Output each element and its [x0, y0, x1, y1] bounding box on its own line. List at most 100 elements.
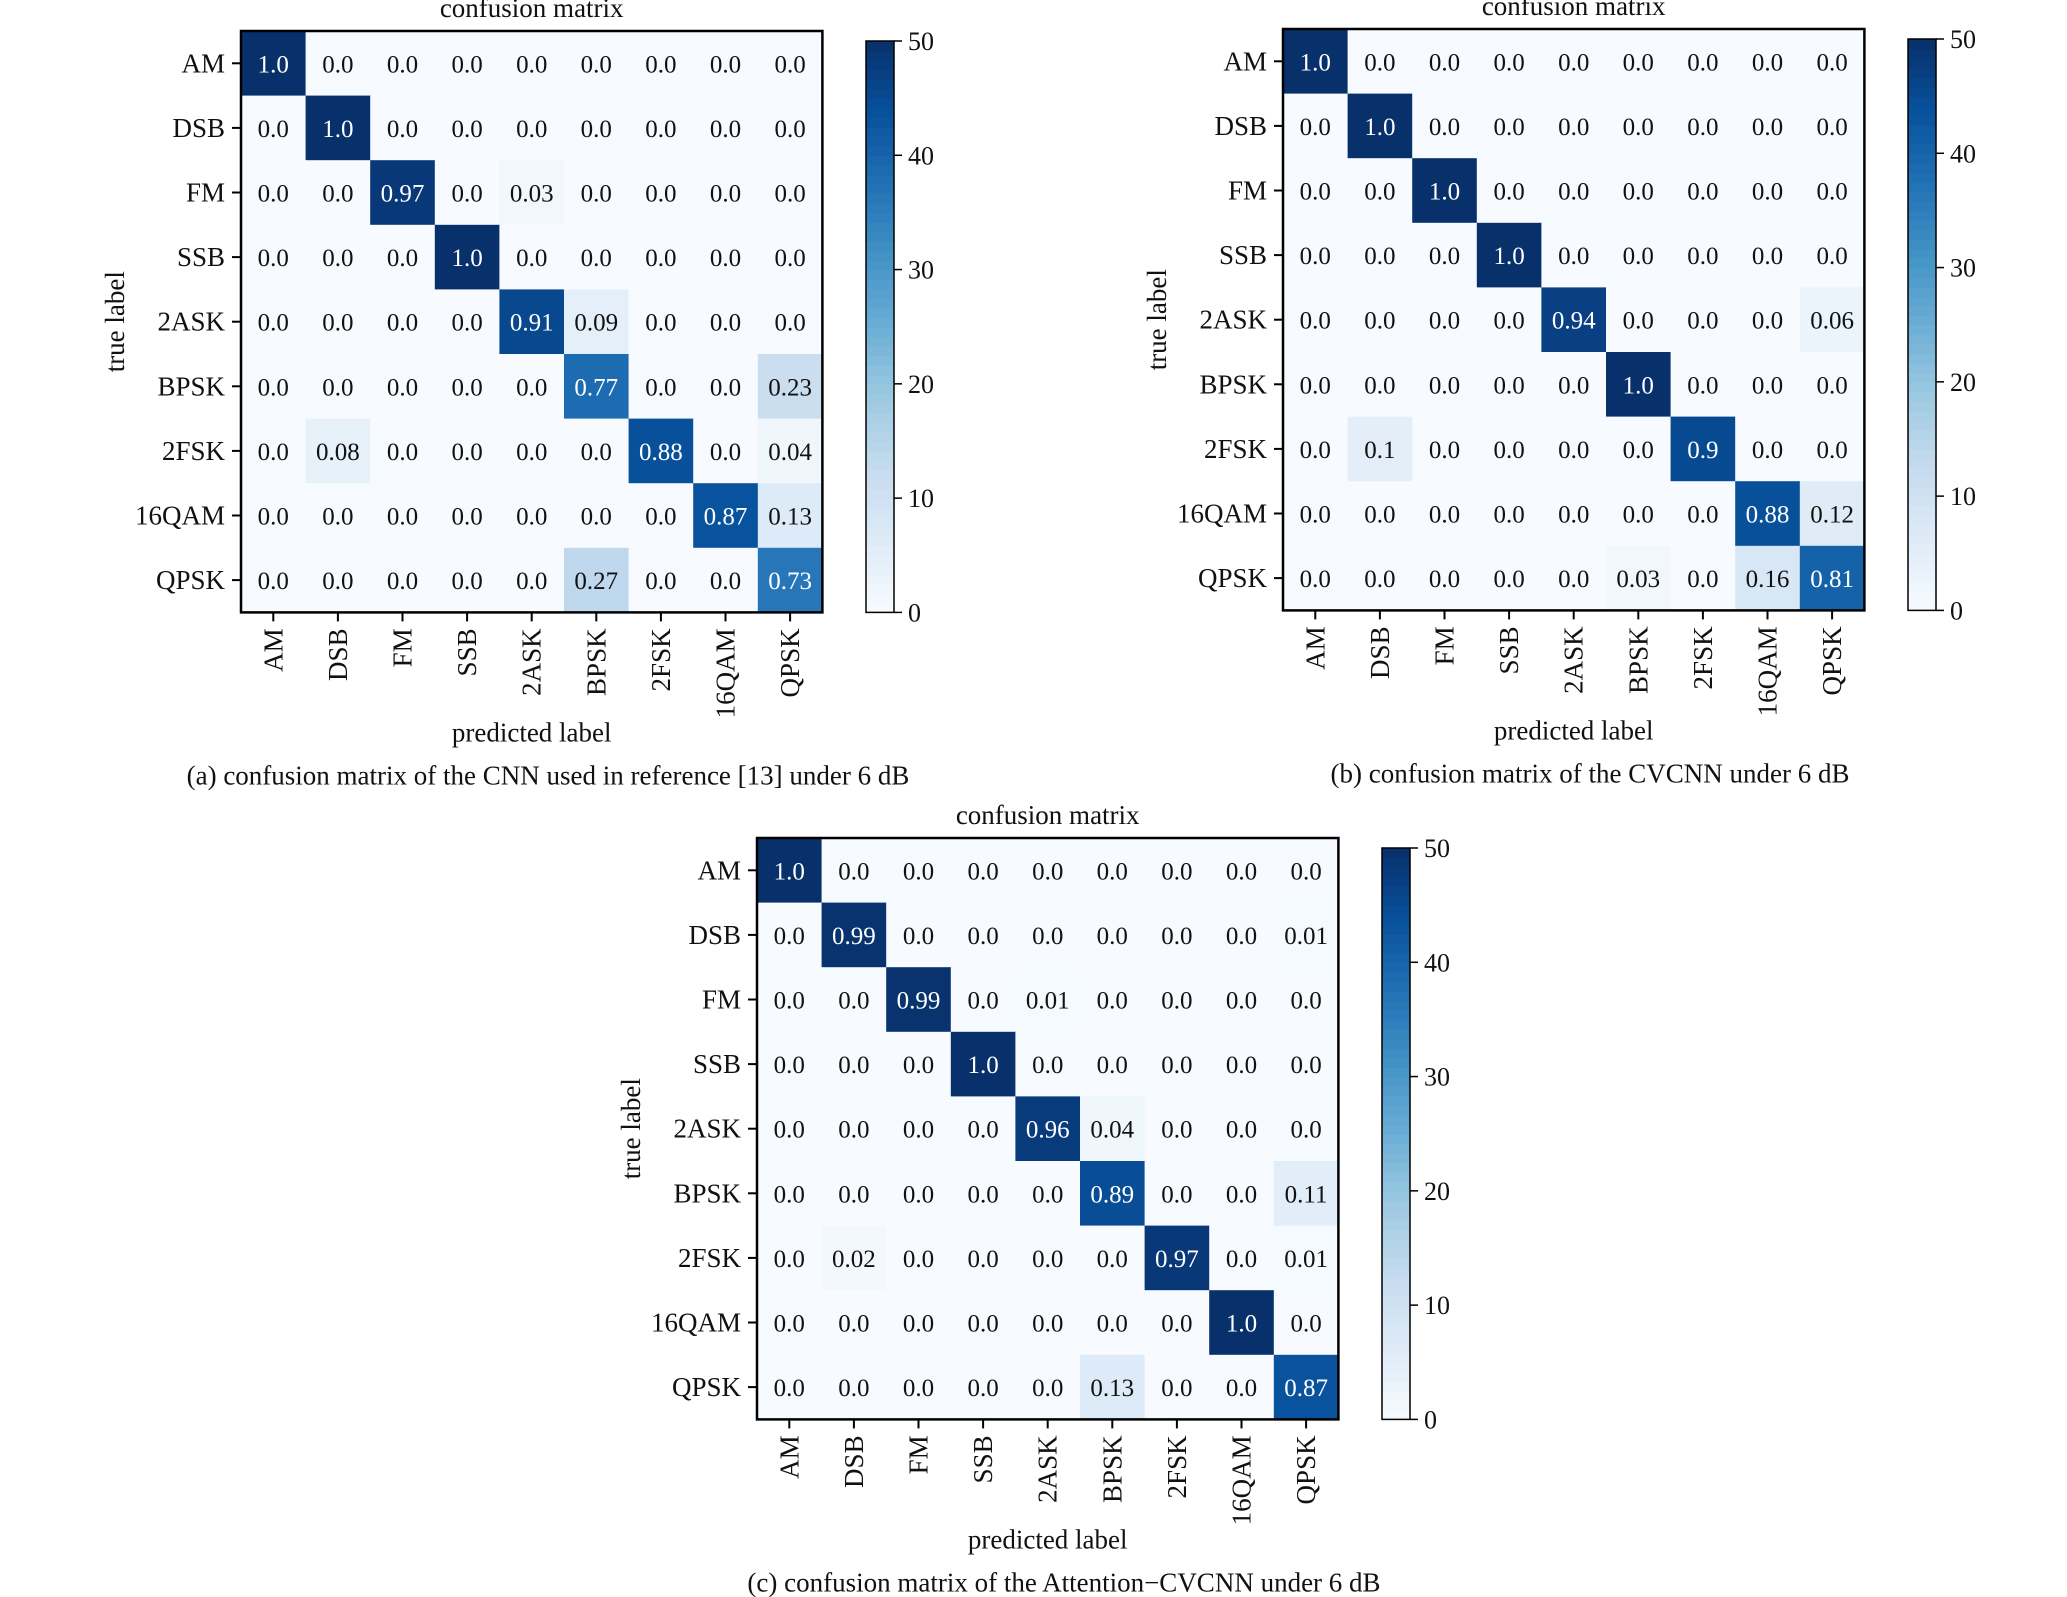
heatmap-cell: [1283, 545, 1349, 611]
colorbar-segment: [866, 498, 894, 509]
heatmap-cell: [305, 31, 371, 97]
cell-value-label: 0.0: [1558, 179, 1589, 206]
cell-value-label: 0.0: [1493, 49, 1524, 76]
heatmap-cell: [1412, 29, 1478, 95]
heatmap-cell: [1080, 1290, 1146, 1356]
heatmap-cell: [1735, 222, 1801, 288]
colorbar-segment: [1908, 105, 1936, 116]
x-tick-label: 16QAM: [1753, 626, 1783, 716]
cell-value-label: 0.0: [1687, 566, 1718, 593]
colorbar-segment: [1908, 477, 1936, 488]
colorbar-segment: [1908, 429, 1936, 440]
cell-value-label: 0.0: [1493, 566, 1524, 593]
x-tick-label: 2FSK: [1162, 1435, 1192, 1499]
cell-value-label: 0.0: [1816, 49, 1847, 76]
colorbar-segment: [1382, 1133, 1410, 1145]
panel-caption: (c) confusion matrix of the Attention−CV…: [747, 1567, 1380, 1597]
cell-value-label: 0.0: [1364, 502, 1395, 529]
heatmap-cell: [1209, 1096, 1275, 1162]
cell-value-label: 0.89: [1090, 1181, 1134, 1208]
cell-value-label: 0.0: [1226, 988, 1257, 1015]
cell-value-label: 0.0: [1161, 923, 1192, 950]
colorbar-segment: [866, 41, 894, 52]
colorbar-segment: [1382, 1181, 1410, 1192]
colorbar-tick-label: 10: [1424, 1291, 1450, 1320]
colorbar-segment: [1908, 77, 1936, 88]
cell-value-label: 0.0: [1493, 114, 1524, 141]
cell-value-label: 0.0: [967, 1311, 998, 1338]
colorbar-segment: [1382, 1047, 1410, 1059]
heatmap-cell: [434, 31, 500, 97]
colorbar-segment: [866, 317, 894, 328]
cell-value-label: 0.0: [645, 245, 676, 272]
colorbar-segment: [866, 545, 894, 557]
heatmap-cell: [886, 967, 952, 1033]
heatmap-cell: [757, 1225, 823, 1291]
heatmap-cell: [1144, 1225, 1210, 1291]
x-axis-ticks: AM DSB FM SSB 2ASK BPSK 2FSK 16QAM QPSK: [258, 612, 805, 718]
colorbar-segment: [1908, 543, 1936, 555]
cell-value-label: 0.88: [639, 439, 683, 466]
cell-value-label: 0.0: [1623, 243, 1654, 270]
colorbar-segment: [1908, 115, 1936, 126]
heatmap-cell: [564, 483, 630, 549]
heatmap-cell: [1476, 545, 1542, 611]
heatmap-cell: [1283, 287, 1349, 353]
cell-value-label: 0.0: [645, 310, 676, 337]
heatmap-cell: [564, 160, 630, 226]
heatmap-cell: [241, 31, 307, 97]
cell-value-label: 0.0: [774, 1052, 805, 1079]
colorbar-segment: [866, 421, 894, 433]
x-axis-label: predicted label: [452, 717, 612, 747]
heatmap-cell: [950, 1096, 1016, 1162]
cell-value-label: 0.0: [451, 504, 482, 531]
colorbar-segment: [1382, 1038, 1410, 1049]
cell-value-label: 0.0: [967, 1246, 998, 1273]
heatmap-cell: [950, 902, 1016, 968]
colorbar-segment: [1382, 962, 1410, 973]
heatmap-cell: [757, 902, 823, 968]
colorbar-segment: [1908, 515, 1936, 526]
colorbar-segment: [866, 221, 894, 233]
y-axis-label: true label: [616, 1078, 646, 1179]
colorbar-segment: [1382, 1228, 1410, 1240]
heatmap-cell: [1144, 1161, 1210, 1227]
cell-value-label: 0.99: [897, 988, 941, 1015]
heatmap-cell: [1670, 416, 1736, 482]
colorbar-segment: [1382, 924, 1410, 935]
x-tick-label: 16QAM: [711, 628, 741, 718]
cell-value-label: 0.0: [967, 1117, 998, 1144]
cell-value-label: 0.0: [1161, 988, 1192, 1015]
cell-value-label: 0.0: [451, 374, 482, 401]
y-tick-label: QPSK: [672, 1372, 742, 1402]
cell-value-label: 0.0: [1429, 566, 1460, 593]
colorbar-segment: [866, 440, 894, 452]
heatmap-cell: [1735, 352, 1801, 418]
colorbar-segment: [1382, 1314, 1410, 1325]
y-tick-label: FM: [186, 178, 225, 208]
cell-value-label: 0.0: [1816, 372, 1847, 399]
colorbar-segment: [866, 250, 894, 261]
heatmap-cell: [1606, 222, 1672, 288]
x-tick-label: 2FSK: [1688, 626, 1718, 690]
colorbar-segment: [1382, 981, 1410, 992]
colorbar-segment: [1382, 933, 1410, 945]
heatmap-cell: [1670, 222, 1736, 288]
colorbar-segment: [1382, 1343, 1410, 1354]
heatmap-cell: [950, 1031, 1016, 1097]
y-tick-label: SSB: [177, 242, 225, 272]
cell-value-label: 0.0: [1429, 502, 1460, 529]
cell-value-label: 0.88: [1746, 502, 1790, 529]
cell-value-label: 0.0: [516, 504, 547, 531]
heatmap-cell: [1541, 158, 1607, 224]
heatmap-cell: [564, 224, 630, 290]
heatmap-cell: [1541, 545, 1607, 611]
colorbar-segment: [1382, 905, 1410, 916]
cell-value-label: 0.0: [1226, 1117, 1257, 1144]
colorbar-segment: [866, 298, 894, 309]
heatmap-cell: [564, 95, 630, 161]
cell-value-label: 0.0: [1161, 1117, 1192, 1144]
cell-value-label: 0.9: [1687, 437, 1718, 464]
colorbar-segment: [1908, 534, 1936, 545]
colorbar-segment: [1382, 1162, 1410, 1173]
